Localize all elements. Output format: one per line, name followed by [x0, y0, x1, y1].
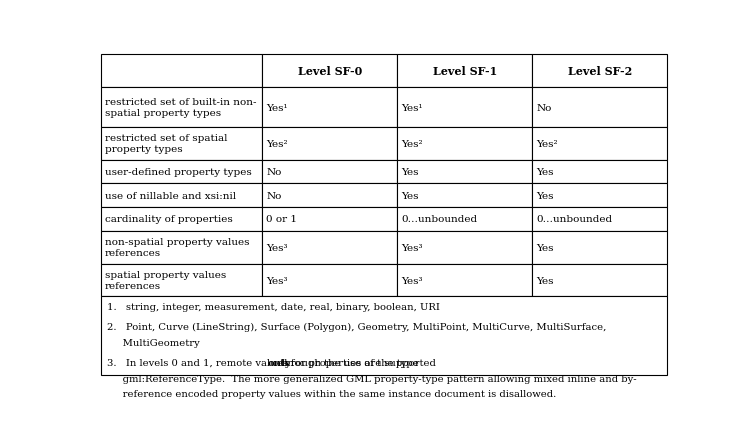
Bar — [100, 128, 262, 161]
Text: through the use of the type: through the use of the type — [277, 359, 419, 368]
Text: 0…unbounded: 0…unbounded — [401, 215, 477, 224]
Text: Yes³: Yes³ — [267, 243, 288, 252]
Text: Yes¹: Yes¹ — [401, 103, 423, 112]
Text: Yes: Yes — [401, 191, 419, 200]
Bar — [262, 184, 397, 207]
Bar — [397, 264, 532, 297]
Text: restricted set of spatial
property types: restricted set of spatial property types — [105, 134, 227, 154]
Bar — [100, 55, 262, 88]
Text: No: No — [536, 103, 551, 112]
Text: non-spatial property values
references: non-spatial property values references — [105, 237, 249, 258]
Bar — [397, 207, 532, 231]
Bar — [262, 207, 397, 231]
Bar — [100, 264, 262, 297]
Text: 1.   string, integer, measurement, date, real, binary, boolean, URI: 1. string, integer, measurement, date, r… — [106, 302, 440, 312]
Text: Yes²: Yes² — [536, 140, 558, 149]
Bar — [100, 297, 667, 375]
Bar — [532, 55, 667, 88]
Bar — [397, 161, 532, 184]
Text: No: No — [267, 168, 282, 177]
Text: 0 or 1: 0 or 1 — [267, 215, 297, 224]
Text: Level SF-1: Level SF-1 — [433, 66, 497, 77]
Text: 0…unbounded: 0…unbounded — [536, 215, 613, 224]
Bar — [397, 128, 532, 161]
Text: Yes³: Yes³ — [267, 276, 288, 285]
Bar — [532, 128, 667, 161]
Text: Yes³: Yes³ — [401, 276, 422, 285]
Text: user-defined property types: user-defined property types — [105, 168, 252, 177]
Bar — [262, 55, 397, 88]
Text: Level SF-0: Level SF-0 — [297, 66, 362, 77]
Bar — [532, 88, 667, 128]
Text: Yes: Yes — [401, 168, 419, 177]
Bar — [100, 184, 262, 207]
Bar — [397, 55, 532, 88]
Text: 3.   In levels 0 and 1, remote values for properties are supported: 3. In levels 0 and 1, remote values for … — [106, 359, 439, 368]
Text: Yes: Yes — [536, 243, 554, 252]
Text: 2.   Point, Curve (LineString), Surface (Polygon), Geometry, MultiPoint, MultiCu: 2. Point, Curve (LineString), Surface (P… — [106, 322, 606, 331]
Text: Yes²: Yes² — [267, 140, 288, 149]
Text: Yes¹: Yes¹ — [267, 103, 288, 112]
Text: Yes: Yes — [536, 168, 554, 177]
Bar — [100, 231, 262, 264]
Text: No: No — [267, 191, 282, 200]
Text: spatial property values
references: spatial property values references — [105, 271, 226, 291]
Text: use of nillable and xsi:nil: use of nillable and xsi:nil — [105, 191, 236, 200]
Bar — [532, 264, 667, 297]
Bar — [397, 231, 532, 264]
Bar — [532, 184, 667, 207]
Bar — [532, 161, 667, 184]
Text: Yes: Yes — [536, 191, 554, 200]
Bar — [262, 264, 397, 297]
Bar — [262, 128, 397, 161]
Bar — [100, 161, 262, 184]
Bar — [532, 231, 667, 264]
Bar — [532, 207, 667, 231]
Bar — [397, 184, 532, 207]
Text: Yes³: Yes³ — [401, 243, 422, 252]
Bar — [262, 161, 397, 184]
Text: Yes: Yes — [536, 276, 554, 285]
Bar — [100, 88, 262, 128]
Text: gml:ReferenceType.  The more generalized GML property-type pattern allowing mixe: gml:ReferenceType. The more generalized … — [106, 374, 637, 383]
Text: only: only — [267, 359, 291, 368]
Text: cardinality of properties: cardinality of properties — [105, 215, 232, 224]
Bar — [262, 231, 397, 264]
Bar — [100, 207, 262, 231]
Text: restricted set of built-in non-
spatial property types: restricted set of built-in non- spatial … — [105, 98, 256, 118]
Text: Level SF-2: Level SF-2 — [568, 66, 631, 77]
Text: reference encoded property values within the same instance document is disallowe: reference encoded property values within… — [106, 389, 556, 398]
Bar — [397, 88, 532, 128]
Text: MultiGeometry: MultiGeometry — [106, 338, 199, 347]
Bar — [262, 88, 397, 128]
Text: Yes²: Yes² — [401, 140, 423, 149]
